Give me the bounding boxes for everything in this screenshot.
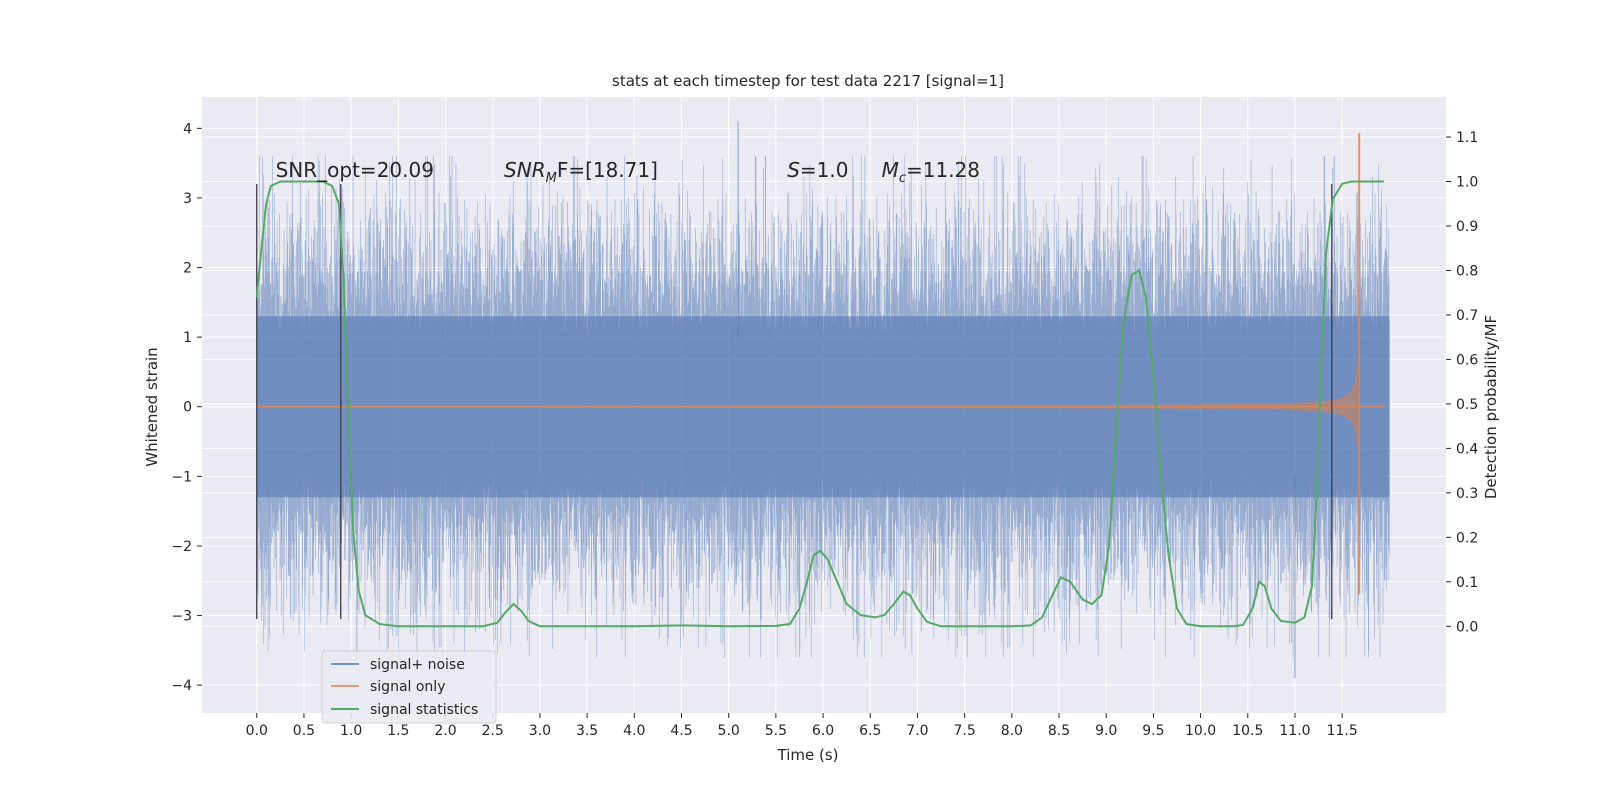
x-tick-label: 2.5 [482,723,504,739]
legend-label-signal-only: signal only [370,679,445,695]
data-layer [255,121,1390,679]
x-tick-label: 11.5 [1327,723,1358,739]
y-tick-label-left: 2 [183,261,192,277]
annotation-snr-mf-main: SNR [504,158,546,182]
x-tick-label: 6.0 [812,723,834,739]
annotation-mc-rest: =11.28 [906,158,980,182]
x-tick-label: 1.0 [340,723,362,739]
y-tick-label-left: 3 [183,191,192,207]
x-tick-label: 10.0 [1185,723,1216,739]
x-tick-label: 8.0 [1001,723,1023,739]
x-tick-label: 3.0 [529,723,551,739]
y-tick-label-right: 0.5 [1456,397,1478,413]
y-tick-label-right: 0.3 [1456,486,1478,502]
x-tick-label: 5.5 [765,723,787,739]
y-tick-label-left: 1 [183,330,192,346]
legend-box [321,650,497,724]
axes: 0.0 0.5 1.0 1.5 2.0 2.5 3.0 3.5 4.0 4.5 5.0 5.5 6.0 6… [171,121,1478,739]
y-tick-label-right: 0.7 [1456,308,1478,324]
x-tick-label: 2.0 [434,723,456,739]
y-axis-title-left: Whitened strain [143,347,161,466]
y-tick-label-left: −2 [171,539,192,555]
x-tick-label: 7.5 [954,723,976,739]
plot-content [255,121,1390,679]
x-tick-label: 9.5 [1142,723,1164,739]
y-tick-label-left: −1 [171,469,192,485]
annotations: SNR_opt=20.09 SNRMF=[18.71] S=1.0 Mc=11.… [276,158,980,186]
annotation-mc-sub: c [899,171,906,186]
series-signal-statistics [255,180,1384,628]
annotation-snr-mf-sub: M [546,171,557,186]
y-tick-label-left: −3 [171,609,192,625]
x-tick-label: 4.0 [623,723,645,739]
x-tick-label: 3.5 [576,723,598,739]
x-tick-label: 6.5 [859,723,881,739]
y-tick-label-right: 1.1 [1456,130,1478,146]
x-tick-label: 4.5 [670,723,692,739]
annotation-s-rest: =1.0 [800,158,849,182]
series-signal-only [256,360,1358,451]
x-tick-label: 0.0 [246,723,268,739]
x-tick-label: 11.0 [1279,723,1310,739]
legend-label-signal-noise: signal+ noise [370,657,465,673]
legend: signal+ noise signal only signal statist… [321,650,497,724]
annotation-s-value: S=1.0 [787,158,848,182]
y-tick-label-left: 0 [183,400,192,416]
annotation-snr-mf: SNRMF=[18.71] [504,158,658,186]
legend-label-signal-statistics: signal statistics [370,702,478,718]
y-tick-label-right: 0.2 [1456,530,1478,546]
x-tick-label: 5.0 [718,723,740,739]
x-tick-label: 8.5 [1048,723,1070,739]
y-tick-label-right: 0.0 [1456,619,1478,635]
annotation-snr-mf-rest: F=[18.71] [557,158,658,182]
annotation-mc-main: M [882,158,899,182]
annotation-snr-opt: SNR_opt=20.09 [276,158,434,182]
y-tick-label-right: 0.6 [1456,352,1478,368]
x-tick-label: 9.0 [1095,723,1117,739]
y-tick-label-right: 0.4 [1456,441,1478,457]
x-tick-label: 10.5 [1232,723,1263,739]
annotation-s-main: S [787,158,800,182]
y-axis-title-right: Detection probability/MF [1482,315,1500,499]
y-tick-label-left: −4 [171,678,192,694]
y-tick-label-right: 0.8 [1456,263,1478,279]
y-tick-label-right: 0.1 [1456,575,1478,591]
x-axis-title: Time (s) [777,746,839,764]
y-tick-label-right: 0.9 [1456,219,1478,235]
y-tick-label-left: 4 [183,121,192,137]
annotation-mc-value: Mc=11.28 [882,158,980,186]
chart-title: stats at each timestep for test data 221… [612,72,1004,90]
x-tick-label: 1.5 [387,723,409,739]
x-tick-label: 0.5 [293,723,315,739]
x-tick-label: 7.0 [906,723,928,739]
y-tick-label-right: 1.0 [1456,175,1478,191]
